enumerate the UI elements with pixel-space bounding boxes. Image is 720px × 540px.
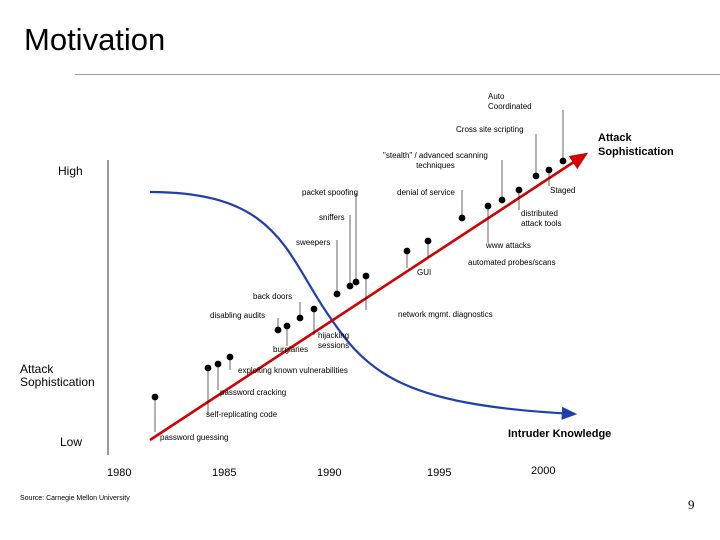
milestone-marker — [424, 237, 432, 245]
label-disabling-audits: disabling audits — [210, 311, 266, 320]
label-auto-coordinated: Auto Coordinated — [488, 92, 532, 111]
label-sniffers: sniffers — [319, 213, 345, 222]
label-self-replicating-code: self-replicating code — [206, 410, 278, 419]
label-back-doors: back doors — [253, 292, 293, 301]
label-password-guessing: password guessing — [160, 433, 229, 442]
milestone-marker — [498, 196, 506, 204]
milestone-marker — [346, 282, 354, 290]
label-packet-spoofing: packet spoofing — [302, 188, 359, 197]
label-sweepers: sweepers — [296, 238, 331, 247]
x-tick-2000: 2000 — [531, 465, 556, 477]
attack-sophistication-line — [149, 152, 589, 442]
label-burglaries: burglaries — [273, 345, 309, 354]
milestone-marker — [458, 214, 466, 222]
label-gui: GUI — [417, 268, 432, 277]
y-axis-title: Attack Sophistication — [20, 362, 95, 389]
label-cross-site-scripting: Cross site scripting — [456, 125, 524, 134]
label-www-attacks: www attacks — [486, 241, 531, 250]
x-tick-1990: 1990 — [317, 467, 342, 479]
label-hijacking-sessions: hijacking sessions — [318, 331, 350, 350]
milestone-marker — [333, 290, 341, 298]
milestone-marker — [545, 166, 553, 174]
milestone-marker — [532, 172, 540, 180]
intruder-knowledge-curve — [149, 190, 578, 420]
slide-title: Motivation — [24, 22, 166, 57]
milestone-marker — [515, 186, 523, 194]
label-network-mgmt-diagnostics: network mgmt. diagnostics — [398, 310, 493, 319]
label-password-cracking: password cracking — [220, 388, 287, 397]
milestone-markers — [151, 157, 567, 401]
milestone-marker — [310, 305, 318, 313]
milestone-marker — [274, 326, 282, 334]
source-note: Source: Carnegie Mellon University — [20, 495, 130, 502]
milestone-marker — [204, 364, 212, 372]
milestone-marker — [283, 322, 291, 330]
x-tick-1985: 1985 — [212, 467, 237, 479]
page-number: 9 — [688, 497, 695, 512]
title-divider — [75, 74, 720, 75]
milestone-marker — [362, 272, 370, 280]
milestone-marker — [226, 353, 234, 361]
label-distributed-attack-tools: distributed attack tools — [521, 209, 562, 228]
x-tick-1980: 1980 — [107, 467, 132, 479]
leader-lines — [154, 110, 564, 432]
x-tick-1995: 1995 — [427, 467, 452, 479]
milestone-marker — [214, 360, 222, 368]
milestone-marker — [559, 157, 567, 165]
label-exploiting-known-vulnerabilities: exploiting known vulnerabilities — [238, 366, 348, 375]
milestone-marker — [403, 247, 411, 255]
milestone-marker — [296, 314, 304, 322]
y-axis-low-label: Low — [60, 435, 83, 449]
label-automated-probes-scans: automated probes/scans — [468, 258, 556, 267]
y-axis-high-label: High — [58, 164, 83, 178]
milestone-marker — [352, 278, 360, 286]
label-stealth-advanced-scanning: "stealth" / advanced scanning techniques — [383, 151, 488, 170]
intruder-knowledge-label: Intruder Knowledge — [508, 428, 612, 440]
attack-sophistication-label: Attack Sophistication — [598, 132, 674, 158]
milestone-marker — [151, 393, 159, 401]
label-denial-of-service: denial of service — [397, 188, 455, 197]
milestone-marker — [484, 202, 492, 210]
label-staged: Staged — [550, 186, 576, 195]
